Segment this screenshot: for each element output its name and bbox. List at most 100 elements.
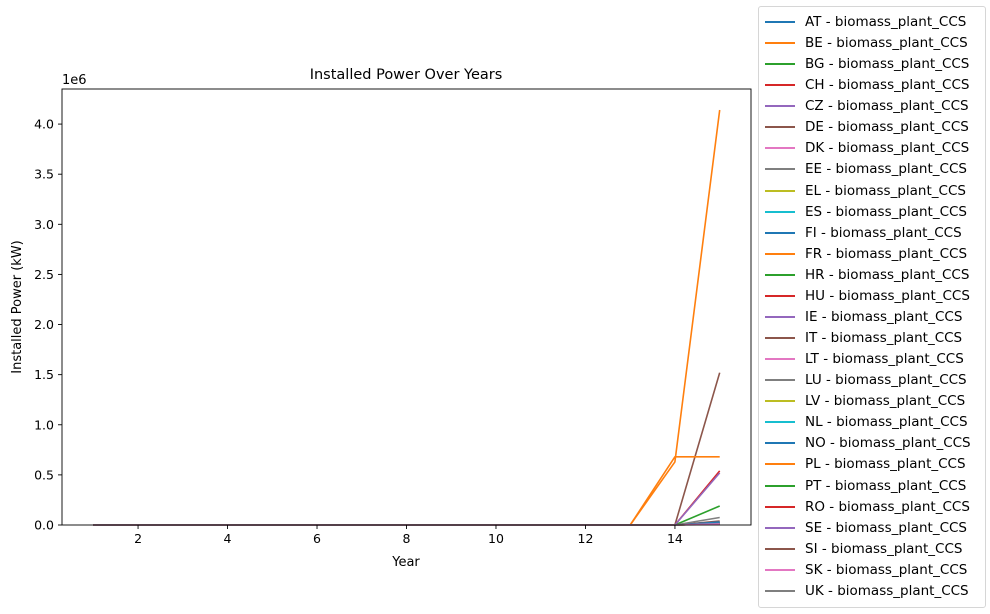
legend-item: NL - biomass_plant_CCS — [765, 412, 968, 432]
x-tick-label: 8 — [403, 531, 411, 546]
legend-label: EE - biomass_plant_CCS — [805, 161, 967, 178]
legend-item: AT - biomass_plant_CCS — [765, 12, 966, 32]
legend-swatch — [765, 42, 795, 45]
legend-label: LV - biomass_plant_CCS — [805, 393, 966, 410]
legend-item: IT - biomass_plant_CCS — [765, 328, 962, 348]
series-line-22 — [93, 505, 721, 526]
series-line-11 — [93, 109, 721, 526]
legend-item: UK - biomass_plant_CCS — [765, 581, 969, 601]
legend-label: FI - biomass_plant_CCS — [805, 224, 962, 241]
legend-item: SI - biomass_plant_CCS — [765, 539, 962, 559]
y-tick-label: 3.0 — [34, 217, 54, 232]
legend-item: PT - biomass_plant_CCS — [765, 476, 966, 496]
legend-item: ES - biomass_plant_CCS — [765, 202, 967, 222]
legend-swatch — [765, 505, 795, 508]
legend-label: CH - biomass_plant_CCS — [805, 77, 970, 94]
legend-swatch — [765, 463, 795, 466]
legend-item: EL - biomass_plant_CCS — [765, 181, 966, 201]
series-line-15 — [93, 372, 721, 526]
legend-label: SK - biomass_plant_CCS — [805, 561, 968, 578]
legend-item: DE - biomass_plant_CCS — [765, 117, 969, 137]
x-tick-label: 2 — [134, 531, 142, 546]
y-axis-label: Installed Power (kW) — [10, 240, 25, 373]
legend-swatch — [765, 273, 795, 276]
x-tick-label: 14 — [667, 531, 683, 546]
legend-swatch — [765, 105, 795, 108]
y-tick-label: 1.5 — [34, 367, 54, 382]
y-tick-label: 1.0 — [34, 417, 54, 432]
x-tick-label: 4 — [224, 531, 232, 546]
x-tick-label: 6 — [313, 531, 321, 546]
legend-item: DK - biomass_plant_CCS — [765, 138, 969, 158]
legend-swatch — [765, 63, 795, 66]
legend-swatch — [765, 484, 795, 487]
legend-item: SK - biomass_plant_CCS — [765, 560, 967, 580]
legend-swatch — [765, 210, 795, 213]
series-line-27 — [93, 516, 720, 526]
y-tick-label: 0.0 — [34, 518, 54, 533]
legend-item: SE - biomass_plant_CCS — [765, 518, 967, 538]
chart-title: Installed Power Over Years — [310, 67, 503, 83]
legend-swatch — [765, 589, 795, 592]
legend-swatch — [765, 126, 795, 129]
legend-label: UK - biomass_plant_CCS — [805, 582, 969, 599]
legend-item: CZ - biomass_plant_CCS — [765, 96, 969, 116]
y-axis-multiplier: 1e6 — [62, 73, 87, 88]
legend-label: LT - biomass_plant_CCS — [805, 351, 964, 368]
series-line-24 — [93, 472, 721, 526]
legend-swatch — [765, 337, 795, 340]
legend-item: LV - biomass_plant_CCS — [765, 391, 965, 411]
legend-label: HR - biomass_plant_CCS — [805, 266, 970, 283]
legend-label: FR - biomass_plant_CCS — [805, 245, 968, 262]
legend-label: DK - biomass_plant_CCS — [805, 140, 970, 157]
legend-swatch — [765, 547, 795, 550]
legend-label: SE - biomass_plant_CCS — [805, 519, 967, 536]
legend-swatch — [765, 442, 795, 445]
y-tick-label: 4.0 — [34, 117, 54, 132]
legend-item: FR - biomass_plant_CCS — [765, 244, 967, 264]
legend-item: HU - biomass_plant_CCS — [765, 286, 970, 306]
x-tick-label: 12 — [578, 531, 594, 546]
legend-swatch — [765, 294, 795, 297]
legend-swatch — [765, 168, 795, 171]
y-tick-label: 2.0 — [34, 317, 54, 332]
legend-item: CH - biomass_plant_CCS — [765, 75, 969, 95]
legend-label: PL - biomass_plant_CCS — [805, 456, 966, 473]
legend-label: IE - biomass_plant_CCS — [805, 308, 963, 325]
legend-item: FI - biomass_plant_CCS — [765, 223, 962, 243]
legend-swatch — [765, 252, 795, 255]
legend-swatch — [765, 189, 795, 192]
legend-label: RO - biomass_plant_CCS — [805, 498, 970, 515]
x-axis-label: Year — [391, 555, 420, 570]
legend-swatch — [765, 147, 795, 150]
legend-label: IT - biomass_plant_CCS — [805, 330, 963, 347]
legend-label: CZ - biomass_plant_CCS — [805, 98, 969, 115]
legend-label: LU - biomass_plant_CCS — [805, 372, 967, 389]
legend-item: LU - biomass_plant_CCS — [765, 370, 967, 390]
legend-label: BG - biomass_plant_CCS — [805, 56, 970, 73]
legend-swatch — [765, 526, 795, 529]
legend-swatch — [765, 21, 795, 23]
legend-swatch — [765, 315, 795, 318]
legend-item: BG - biomass_plant_CCS — [765, 54, 969, 74]
y-tick-label: 3.5 — [34, 167, 54, 182]
legend-item: BE - biomass_plant_CCS — [765, 33, 968, 53]
plot-area: 2 4 6 8 10 12 14 0.0 0.5 1.0 1.5 2.0 2.5 3.0 3.5 4.0 — [34, 88, 752, 546]
legend-label: DE - biomass_plant_CCS — [805, 119, 969, 136]
legend-item: PL - biomass_plant_CCS — [765, 454, 966, 474]
legend-item: LT - biomass_plant_CCS — [765, 349, 964, 369]
legend-swatch — [765, 358, 795, 361]
legend-swatch — [765, 231, 795, 234]
legend-label: NO - biomass_plant_CCS — [805, 435, 971, 452]
plot-frame — [61, 88, 752, 526]
legend-swatch — [765, 84, 795, 87]
legend-item: HR - biomass_plant_CCS — [765, 265, 969, 285]
legend-swatch — [765, 421, 795, 424]
legend-label: EL - biomass_plant_CCS — [805, 182, 966, 199]
series-line-21 — [93, 455, 720, 526]
legend-swatch — [765, 379, 795, 382]
legend-label: HU - biomass_plant_CCS — [805, 287, 970, 304]
legend-label: BE - biomass_plant_CCS — [805, 35, 968, 52]
legend-swatch — [765, 568, 795, 571]
